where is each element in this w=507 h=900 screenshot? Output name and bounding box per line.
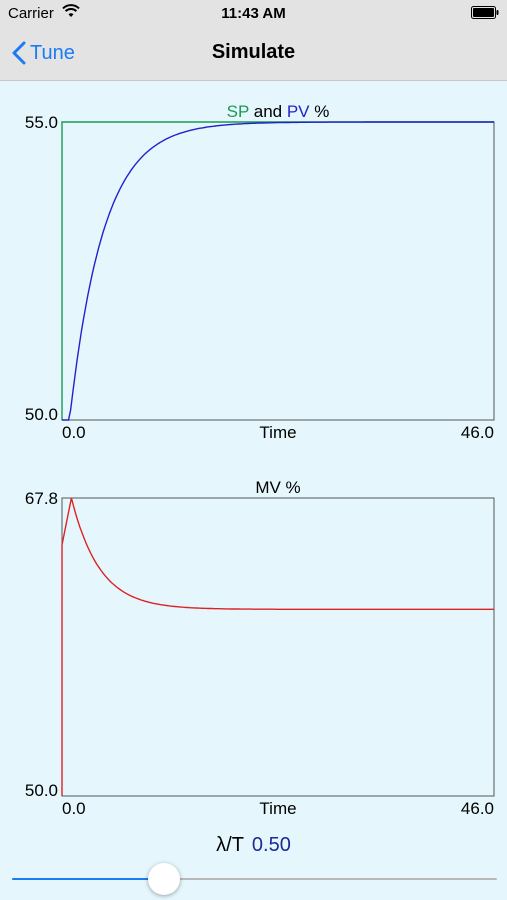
x-min-tick-label: 0.0	[62, 799, 86, 818]
chevron-left-icon	[12, 41, 26, 65]
sp-pv-chart: SP and PV % 55.0 50.0 0.0 Time 46.0	[0, 96, 507, 446]
battery-icon	[471, 6, 499, 23]
status-time: 11:43 AM	[221, 5, 286, 22]
back-button[interactable]: Tune	[12, 38, 75, 68]
lambda-label: λ/T	[216, 834, 244, 856]
chart-title: SP and PV %	[227, 102, 330, 121]
navigation-bar: Tune Simulate	[0, 28, 507, 81]
x-axis-label: Time	[259, 423, 296, 442]
chart-title-part: %	[310, 102, 330, 121]
x-axis-label: Time	[259, 799, 296, 818]
lambda-value: 0.50	[251, 834, 291, 856]
mv-chart: MV % 67.8 50.0 0.0 Time 46.0	[0, 472, 507, 822]
wifi-icon	[62, 4, 80, 22]
plot-frame	[61, 497, 495, 797]
y-min-tick-label: 50.0	[25, 781, 58, 800]
slider-fill	[12, 878, 164, 880]
y-min-tick-label: 50.0	[25, 405, 58, 424]
slider-thumb[interactable]	[147, 863, 180, 895]
y-max-tick-label: 55.0	[25, 113, 58, 132]
back-button-label: Tune	[30, 41, 75, 64]
chart-title-part: PV	[287, 102, 310, 121]
x-max-tick-label: 46.0	[461, 423, 494, 442]
sp-pv-chart-svg: SP and PV % 55.0 50.00.0 Time 46.0	[25, 102, 495, 442]
x-min-tick-label: 0.0	[62, 423, 86, 442]
status-bar: Carrier 11:43 AM	[0, 0, 507, 28]
page-title: Simulate	[211, 41, 296, 63]
chart-title-part: MV %	[255, 478, 300, 497]
chart-title-part: SP	[227, 102, 249, 121]
lambda-label-row: λ/T 0.50	[0, 834, 507, 857]
carrier-label: Carrier	[8, 5, 54, 22]
series-mv-line	[61, 497, 494, 796]
series-sp-line	[61, 121, 494, 420]
mv-chart-svg: MV % 67.8 50.00.0 Time 46.0	[25, 478, 495, 818]
slider-track[interactable]	[12, 878, 497, 880]
chart-title: MV %	[255, 478, 300, 497]
plot-frame	[61, 121, 495, 421]
x-max-tick-label: 46.0	[461, 799, 494, 818]
y-max-tick-label: 67.8	[25, 489, 58, 508]
series-pv-line	[62, 121, 494, 421]
chart-title-part: and	[249, 102, 287, 121]
lambda-slider[interactable]	[12, 862, 497, 896]
